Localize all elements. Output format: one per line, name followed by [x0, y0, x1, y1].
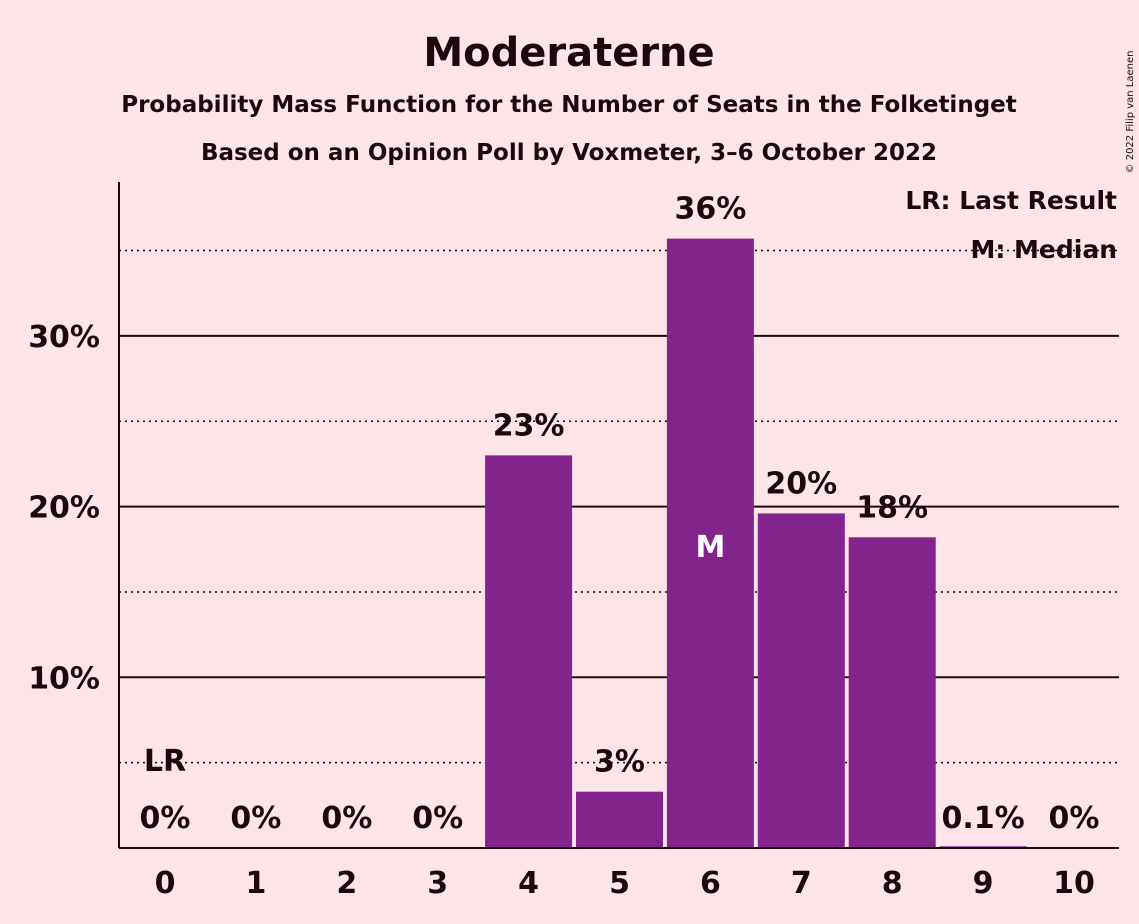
data-label-3: 0% — [412, 801, 463, 836]
y-tick-label: 10% — [28, 661, 100, 696]
legend-median: M: Median — [970, 235, 1117, 264]
grid — [119, 249, 1119, 764]
chart-subtitle-poll: Based on an Opinion Poll by Voxmeter, 3–… — [201, 140, 937, 166]
data-label-9: 0.1% — [941, 801, 1024, 836]
bar-7 — [757, 513, 845, 848]
x-tick-label: 6 — [700, 866, 721, 901]
y-tick-label: 20% — [28, 491, 100, 526]
bar-8 — [848, 537, 936, 848]
y-tick-labels: 10% 20% 30% — [28, 320, 100, 696]
bars — [485, 238, 1027, 848]
x-tick-label: 10 — [1053, 866, 1095, 901]
median-marker: M — [695, 530, 725, 565]
copyright-note: © 2022 Filip van Laenen — [1125, 51, 1136, 174]
last-result-marker: LR — [144, 744, 186, 779]
data-labels: 0% 0% 0% 0% 23% 3% 36% 20% 18% 0.1% 0% LR M — [140, 192, 1100, 836]
data-label-7: 20% — [765, 466, 837, 501]
x-tick-label: 4 — [518, 866, 539, 901]
x-tick-label: 2 — [336, 866, 357, 901]
data-label-8: 18% — [856, 490, 928, 525]
data-label-10: 0% — [1049, 801, 1100, 836]
legend-last-result: LR: Last Result — [905, 186, 1117, 215]
data-label-2: 0% — [321, 801, 372, 836]
x-tick-label: 1 — [245, 866, 266, 901]
data-label-4: 23% — [493, 408, 565, 443]
x-tick-label: 3 — [427, 866, 448, 901]
bar-4 — [485, 455, 573, 848]
data-label-0: 0% — [140, 801, 191, 836]
data-label-6: 36% — [674, 192, 746, 227]
x-tick-label: 7 — [791, 866, 812, 901]
x-tick-label: 9 — [973, 866, 994, 901]
chart-title: Moderaterne — [423, 30, 714, 76]
legend: LR: Last Result M: Median — [905, 186, 1117, 264]
bar-5 — [576, 791, 663, 848]
bar-6 — [666, 238, 754, 848]
data-label-1: 0% — [230, 801, 281, 836]
data-label-5: 3% — [594, 745, 645, 780]
chart-subtitle: Probability Mass Function for the Number… — [121, 92, 1017, 118]
x-tick-label: 5 — [609, 866, 630, 901]
x-tick-labels: 0 1 2 3 4 5 6 7 8 9 10 — [155, 866, 1095, 901]
x-tick-label: 0 — [155, 866, 176, 901]
x-tick-label: 8 — [882, 866, 903, 901]
y-tick-label: 30% — [28, 320, 100, 355]
